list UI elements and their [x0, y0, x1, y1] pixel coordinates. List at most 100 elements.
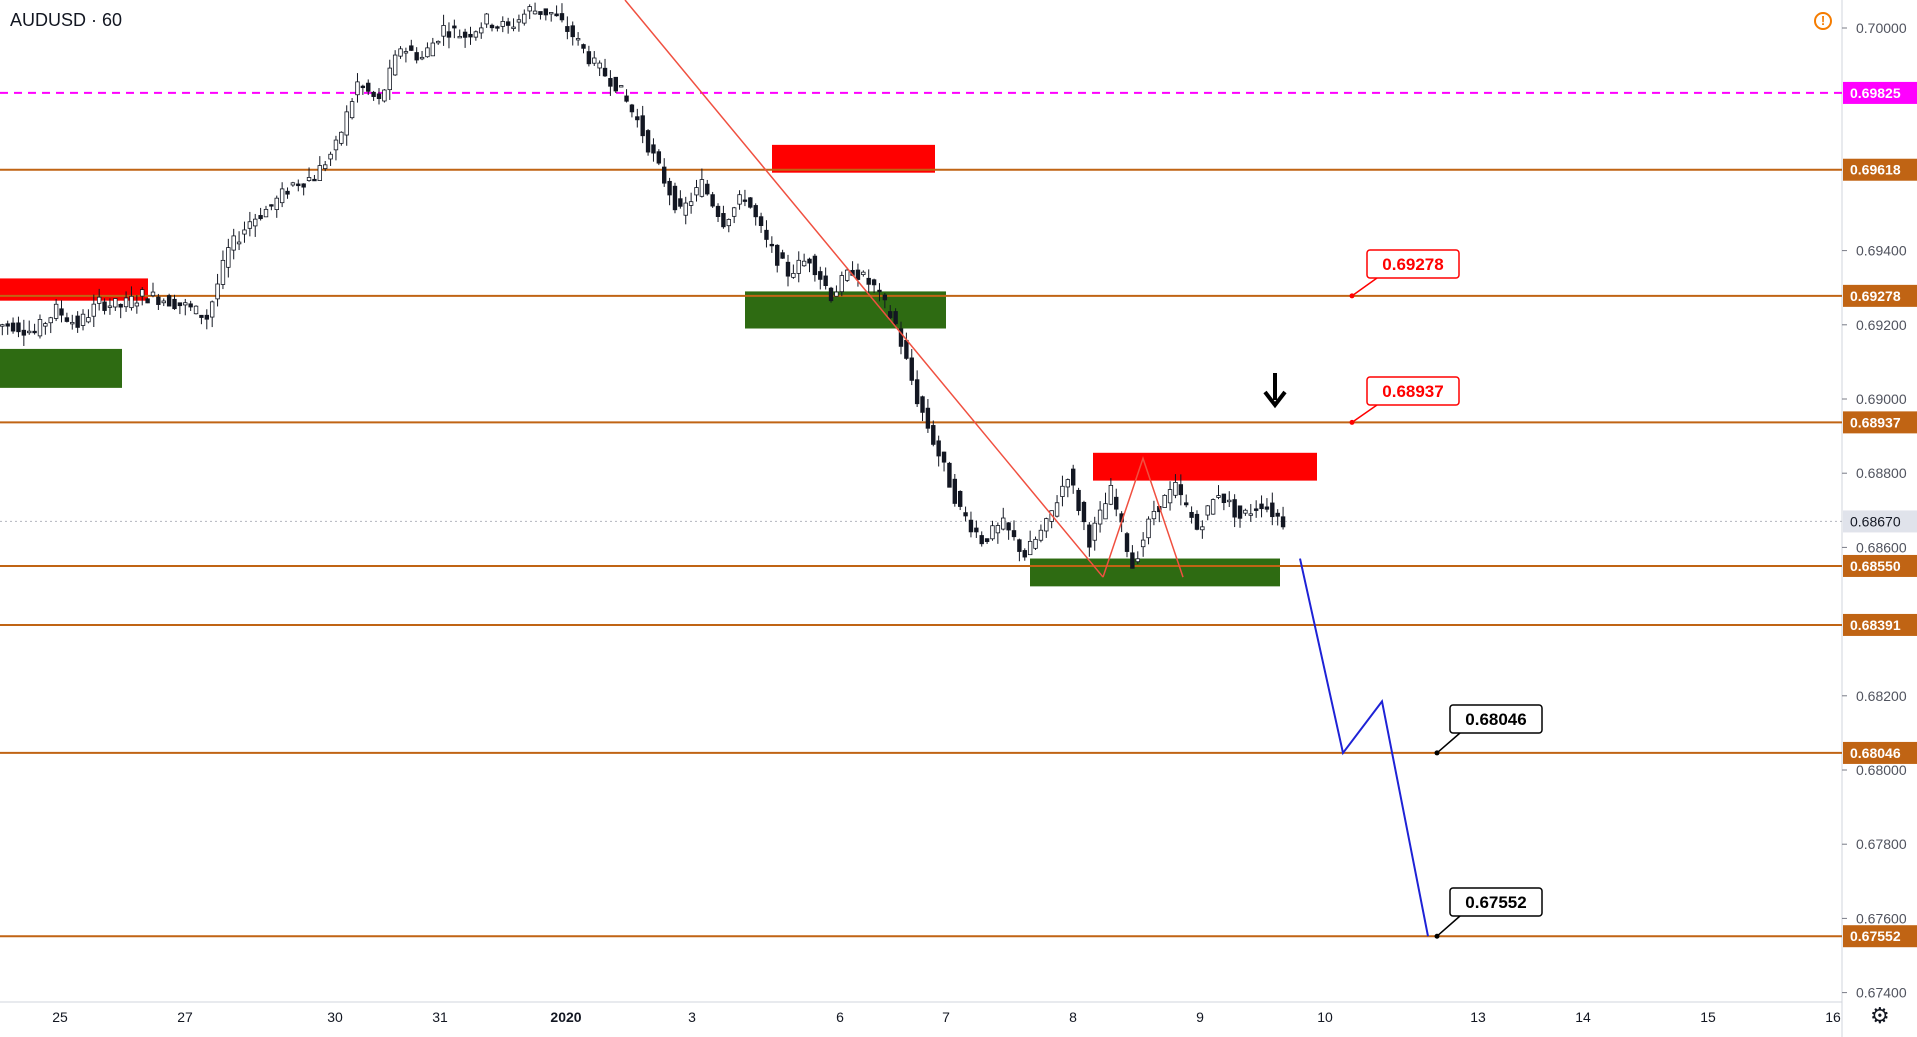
candle-body — [209, 301, 215, 318]
price-tick-label: 0.68000 — [1856, 762, 1907, 778]
time-tick-label: 31 — [432, 1009, 448, 1025]
candle-body — [166, 295, 172, 307]
candle-body — [285, 190, 290, 195]
candle-body — [242, 229, 247, 235]
candle-body — [532, 10, 538, 15]
candle-body — [1264, 506, 1270, 510]
candle-body — [1167, 489, 1173, 504]
candle-body — [188, 303, 193, 308]
candle-body — [764, 229, 769, 240]
candle-body — [414, 52, 419, 61]
time-tick-label: 10 — [1317, 1009, 1333, 1025]
projection-path — [1299, 558, 1429, 937]
candle-body — [236, 241, 242, 245]
candle-body — [1162, 494, 1167, 508]
candle-body — [1017, 539, 1022, 552]
candle-body — [952, 478, 958, 504]
candle-body — [753, 205, 758, 218]
price-tick-label: 0.69000 — [1856, 391, 1907, 407]
candle-body — [247, 221, 253, 229]
price-callout — [1366, 376, 1460, 406]
candle-body — [382, 89, 387, 102]
candle-body — [1221, 493, 1227, 504]
candle-body — [1184, 502, 1189, 506]
candle-body — [70, 321, 75, 325]
candle-body — [387, 67, 392, 91]
candle-body — [758, 216, 764, 227]
time-tick-label: 9 — [1196, 1009, 1204, 1025]
callout-anchor — [1434, 933, 1440, 939]
candle-body — [597, 62, 602, 69]
level-price-tag — [1843, 411, 1917, 434]
candle-body — [1248, 513, 1253, 516]
time-tick-label: 6 — [836, 1009, 844, 1025]
price-tick-label: 0.68600 — [1856, 539, 1907, 555]
candle-body — [882, 294, 888, 301]
candle-body — [86, 317, 91, 323]
candle-body — [1087, 524, 1092, 548]
candle-body — [909, 357, 914, 381]
time-tick-label: 3 — [688, 1009, 696, 1025]
resistance-zone — [772, 144, 935, 173]
candle-body — [430, 42, 436, 57]
level-price-tag — [1843, 158, 1917, 181]
candle-body — [10, 322, 16, 332]
candle-body — [468, 33, 473, 38]
candle-body — [134, 302, 140, 307]
candle-body — [586, 51, 592, 65]
candle-body — [5, 323, 10, 327]
candle-body — [710, 194, 715, 207]
candle-body — [538, 11, 543, 15]
candle-body — [645, 130, 651, 153]
price-tick-label: 0.67600 — [1856, 910, 1907, 926]
price-callout-label: 0.68046 — [1465, 710, 1526, 729]
candle-body — [1001, 517, 1006, 530]
candle-body — [328, 153, 333, 160]
candle-body — [936, 440, 941, 457]
candle-body — [183, 302, 188, 306]
callout-pointer — [1436, 915, 1461, 937]
candle-body — [231, 235, 236, 251]
resistance-zone — [1093, 452, 1317, 481]
candle-body — [1130, 552, 1135, 569]
price-callout-label: 0.69278 — [1382, 255, 1443, 274]
candle-body — [683, 202, 688, 216]
candle-body — [48, 317, 53, 324]
candle-body — [629, 104, 635, 113]
candle-body — [296, 183, 301, 187]
alert-circle-icon[interactable]: ! — [1814, 12, 1832, 30]
candle-body — [785, 261, 791, 277]
level-price-tag-label: 0.69618 — [1850, 162, 1901, 178]
price-callout — [1449, 704, 1543, 734]
price-callout — [1449, 887, 1543, 917]
candle-body — [398, 48, 403, 57]
candle-body — [796, 259, 801, 274]
candle-body — [306, 177, 312, 181]
candle-body — [602, 67, 608, 77]
candle-body — [269, 204, 274, 207]
candle-body — [1065, 479, 1071, 488]
last-price-tag — [1843, 510, 1917, 533]
callout-anchor — [1434, 750, 1440, 756]
candle-body — [156, 296, 161, 305]
candle-body — [161, 300, 166, 304]
candle-body — [172, 298, 177, 310]
candle-body — [656, 151, 662, 164]
candle-body — [32, 330, 37, 334]
candle-body — [1151, 510, 1157, 520]
candle-body — [731, 207, 737, 217]
candle-body — [947, 462, 952, 488]
candle-body — [769, 243, 775, 247]
candle-body — [613, 76, 618, 92]
candle-body — [667, 180, 672, 196]
candle-body — [43, 323, 48, 327]
candle-body — [1124, 533, 1130, 552]
candle-body — [844, 269, 850, 281]
candle-body — [1259, 503, 1264, 510]
candle-body — [1275, 512, 1280, 517]
gear-icon[interactable]: ⚙ — [1870, 1003, 1890, 1028]
candle-body — [888, 311, 893, 319]
candle-body — [500, 21, 505, 27]
